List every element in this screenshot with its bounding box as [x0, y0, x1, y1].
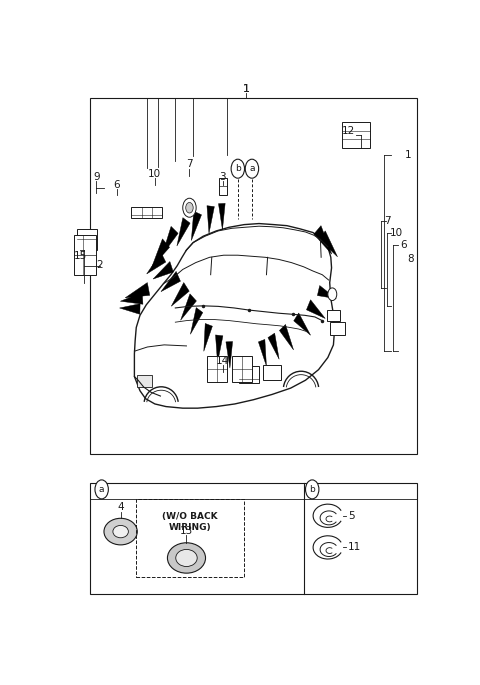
Polygon shape	[134, 223, 335, 408]
Bar	[219, 178, 227, 195]
Text: 3: 3	[220, 172, 226, 182]
Ellipse shape	[113, 525, 128, 538]
Text: a: a	[249, 164, 255, 173]
Text: 4: 4	[117, 502, 124, 512]
Bar	[327, 310, 340, 321]
Text: 1: 1	[242, 84, 250, 94]
Text: 10: 10	[390, 228, 403, 238]
Text: 11: 11	[348, 543, 361, 552]
Polygon shape	[268, 333, 279, 359]
Text: b: b	[235, 164, 240, 173]
Circle shape	[305, 480, 319, 499]
Polygon shape	[162, 227, 178, 255]
Bar	[330, 322, 345, 336]
Text: b: b	[309, 485, 315, 494]
Polygon shape	[207, 206, 215, 234]
Text: 7: 7	[186, 160, 193, 169]
Text: 7: 7	[384, 216, 391, 226]
Polygon shape	[125, 283, 150, 298]
Circle shape	[231, 159, 244, 178]
Polygon shape	[120, 303, 140, 314]
Text: 14: 14	[216, 356, 229, 366]
Polygon shape	[177, 218, 190, 246]
Polygon shape	[317, 286, 336, 299]
Text: 15: 15	[74, 251, 87, 261]
Text: 12: 12	[342, 126, 355, 136]
Polygon shape	[180, 294, 196, 321]
Bar	[136, 499, 244, 577]
Polygon shape	[204, 323, 212, 351]
Text: 10: 10	[148, 169, 161, 179]
Text: 1: 1	[405, 150, 411, 160]
Polygon shape	[279, 325, 294, 350]
Text: 9: 9	[93, 172, 100, 182]
Text: 5: 5	[348, 511, 355, 521]
Polygon shape	[218, 203, 225, 230]
Ellipse shape	[176, 549, 197, 566]
Polygon shape	[161, 271, 180, 292]
Circle shape	[95, 480, 108, 499]
Ellipse shape	[104, 519, 137, 545]
Bar	[132, 207, 162, 219]
Polygon shape	[226, 342, 233, 368]
Polygon shape	[152, 239, 169, 267]
Polygon shape	[153, 262, 173, 279]
Text: 6: 6	[400, 240, 407, 250]
Bar	[77, 229, 97, 250]
Text: 1: 1	[242, 84, 250, 94]
Bar	[137, 375, 152, 387]
Ellipse shape	[168, 543, 205, 573]
Polygon shape	[216, 335, 223, 362]
Text: a: a	[99, 485, 105, 494]
Polygon shape	[192, 211, 202, 240]
Bar	[239, 366, 259, 383]
Circle shape	[183, 198, 196, 217]
Polygon shape	[314, 225, 332, 254]
Bar	[263, 365, 281, 380]
Polygon shape	[319, 231, 337, 257]
Polygon shape	[171, 282, 189, 306]
Bar	[74, 235, 96, 275]
Polygon shape	[306, 300, 325, 319]
Circle shape	[328, 288, 337, 301]
Bar	[207, 356, 228, 382]
Circle shape	[245, 159, 259, 178]
Text: WIRING): WIRING)	[169, 523, 212, 532]
Bar	[232, 356, 252, 382]
Polygon shape	[258, 340, 266, 366]
Text: 13: 13	[180, 525, 193, 536]
Polygon shape	[147, 253, 166, 274]
Bar	[90, 98, 417, 454]
Text: 2: 2	[96, 260, 103, 270]
Polygon shape	[294, 313, 311, 335]
Text: 6: 6	[113, 179, 120, 190]
Text: (W/O BACK: (W/O BACK	[162, 512, 218, 521]
Polygon shape	[120, 292, 143, 304]
Circle shape	[186, 203, 193, 213]
Bar	[90, 483, 417, 594]
Bar	[342, 123, 370, 147]
Polygon shape	[191, 308, 203, 334]
Text: 8: 8	[408, 254, 414, 264]
